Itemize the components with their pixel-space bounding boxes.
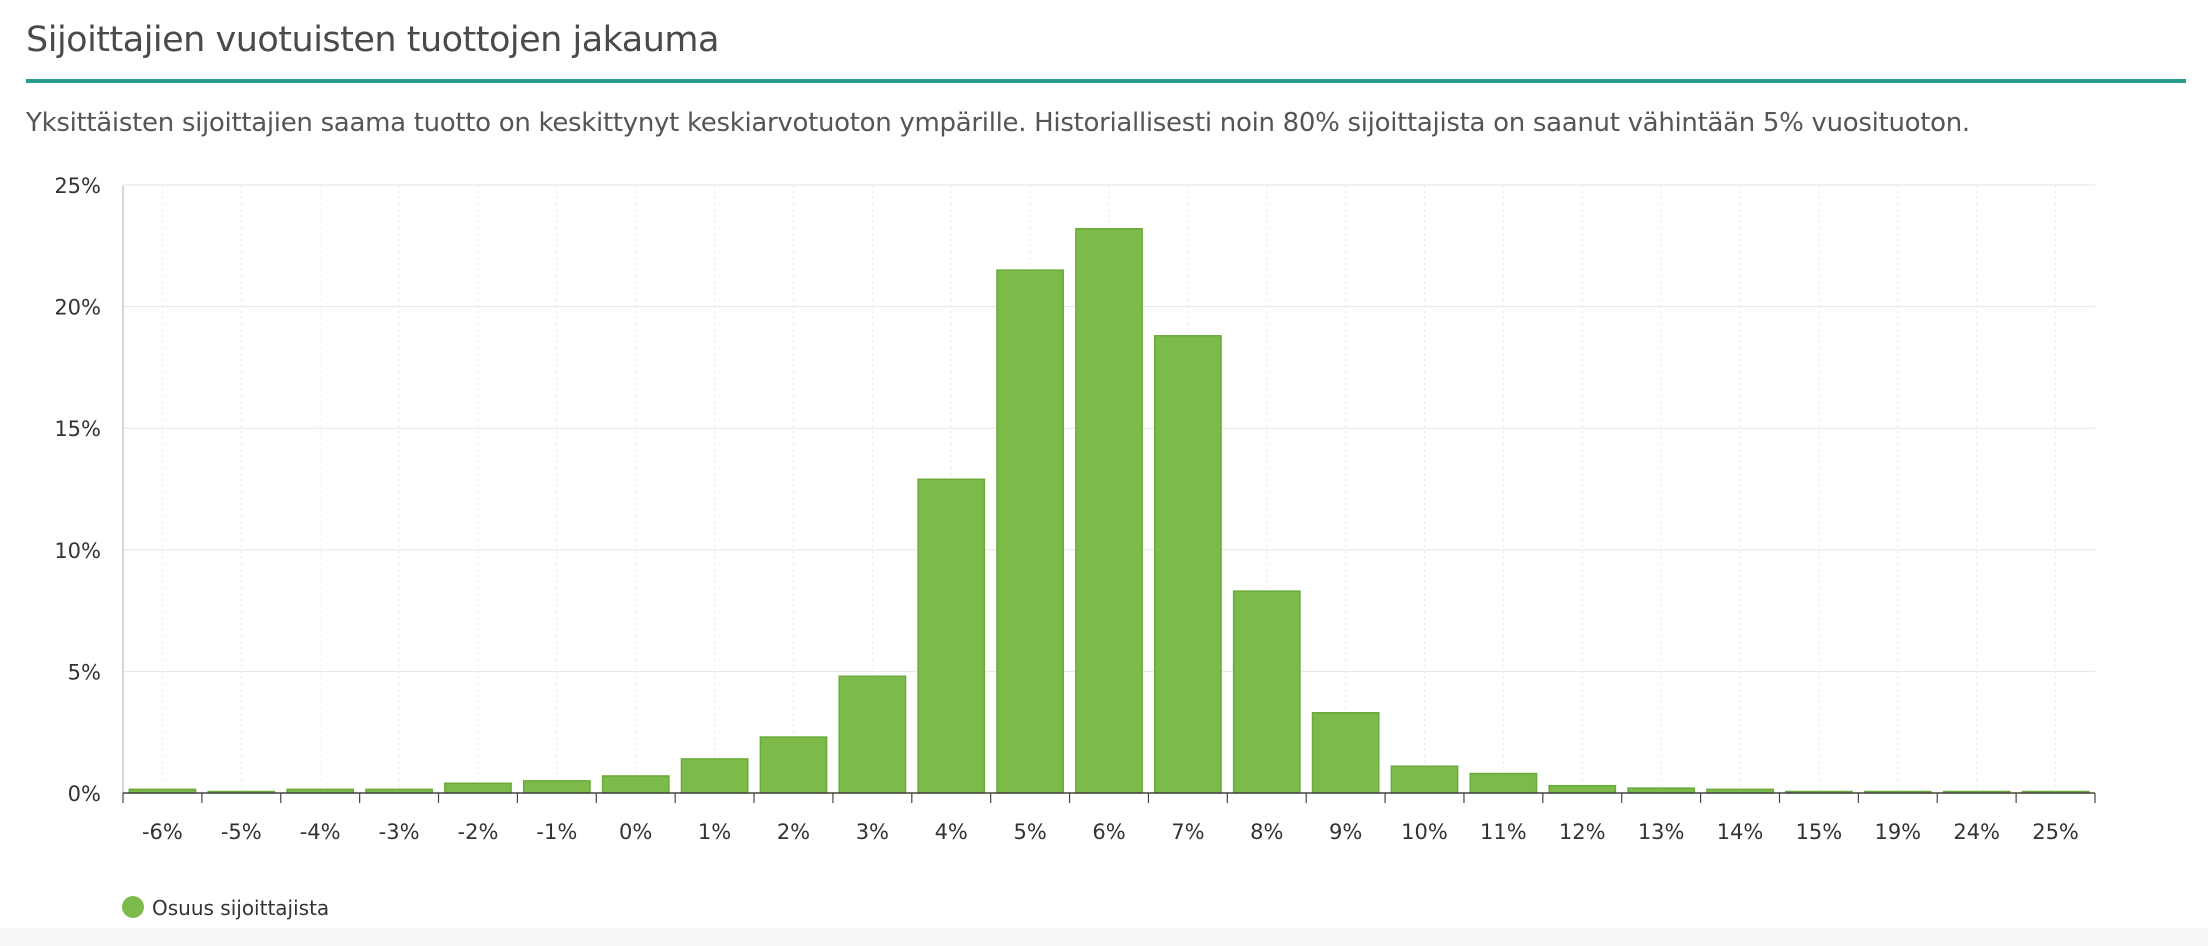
x-tick-label: 2% — [777, 820, 810, 844]
x-tick-label: 15% — [1796, 820, 1843, 844]
x-tick-label: 6% — [1092, 820, 1125, 844]
bar-7%[interactable] — [1154, 335, 1222, 794]
x-tick-label: 11% — [1480, 820, 1527, 844]
x-axis: -6% -5% -4% -3% -2% -1% 0% 1% 2% 3% 4% 5% 6% 7% 8% 9% 10… — [122, 792, 2096, 844]
x-tick-label: 19% — [1874, 820, 1921, 844]
bar--1%[interactable] — [522, 780, 591, 794]
x-tick-label: 8% — [1250, 820, 1283, 844]
bar-5%[interactable] — [996, 269, 1064, 794]
x-tick-label: 10% — [1401, 820, 1448, 844]
distribution-chart: 0% 5% 10% 15% 20% 25% -6% -5% -4% -3% -2% -1% 0% 1% 2… — [54, 174, 2096, 920]
x-tick-label: 14% — [1717, 820, 1764, 844]
x-tick-label: 12% — [1559, 820, 1606, 844]
x-tick-label: 25% — [2032, 820, 2079, 844]
legend[interactable]: Osuus sijoittajista — [122, 896, 329, 920]
bar-9%[interactable] — [1311, 711, 1380, 794]
y-tick-label: 20% — [54, 296, 101, 320]
page-title: Sijoittajien vuotuisten tuottojen jakaum… — [26, 20, 719, 60]
y-tick-label: 10% — [54, 539, 101, 563]
x-tick-label: -6% — [142, 820, 183, 844]
x-tick-label: 0% — [619, 820, 652, 844]
title-divider — [26, 79, 2186, 83]
legend-label[interactable]: Osuus sijoittajista — [152, 896, 329, 920]
legend-marker-icon — [122, 896, 144, 918]
x-tick-label: 7% — [1171, 820, 1204, 844]
bar-4%[interactable] — [917, 478, 986, 794]
chart-description: Yksittäisten sijoittajien saama tuotto o… — [26, 108, 1970, 138]
bar-3%[interactable] — [838, 675, 907, 794]
bar--2%[interactable] — [444, 782, 512, 794]
x-tick-label: -1% — [536, 820, 577, 844]
x-tick-label: -5% — [221, 820, 262, 844]
x-tick-label: 24% — [1953, 820, 2000, 844]
bars-layer — [128, 228, 2090, 794]
x-tick-label: -3% — [379, 820, 420, 844]
x-tick-label: 9% — [1329, 820, 1362, 844]
x-tick-label: 5% — [1013, 820, 1046, 844]
y-axis: 0% 5% 10% 15% 20% 25% — [54, 174, 124, 806]
y-tick-label: 5% — [68, 660, 101, 684]
bar-1%[interactable] — [680, 758, 749, 794]
y-tick-label: 25% — [54, 174, 101, 198]
bar-8%[interactable] — [1232, 590, 1301, 794]
bar-0%[interactable] — [601, 775, 670, 794]
x-tick-label: -4% — [300, 820, 341, 844]
footer-band — [0, 928, 2208, 946]
x-tick-label: 4% — [935, 820, 968, 844]
bar-11%[interactable] — [1469, 772, 1538, 794]
y-tick-label: 15% — [54, 417, 101, 441]
x-tick-label: 13% — [1638, 820, 1685, 844]
x-tick-label: -2% — [458, 820, 499, 844]
x-tick-label: 3% — [856, 820, 889, 844]
bar-6%[interactable] — [1075, 228, 1143, 794]
bar-10%[interactable] — [1390, 765, 1459, 794]
bar-2%[interactable] — [759, 736, 828, 794]
bar-12%[interactable] — [1548, 784, 1617, 794]
x-tick-label: 1% — [698, 820, 731, 844]
y-tick-label: 0% — [68, 782, 101, 806]
